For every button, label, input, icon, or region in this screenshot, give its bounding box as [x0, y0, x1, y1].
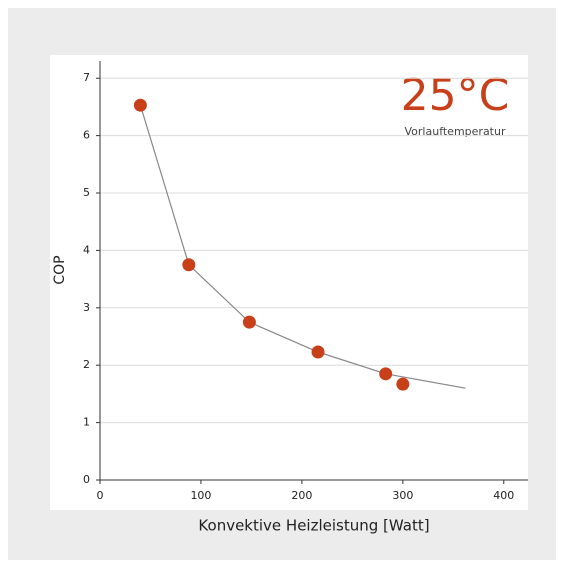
x-axis-label: Konvektive Heizleistung [Watt] — [198, 517, 429, 535]
point — [182, 258, 196, 272]
y-tick-label: 5 — [83, 186, 90, 199]
curve — [139, 105, 466, 389]
x-tick-label: 300 — [392, 489, 413, 502]
x-tick-label: 100 — [190, 489, 211, 502]
y-tick-label: 6 — [83, 129, 90, 142]
x-tick-label: 400 — [493, 489, 514, 502]
plot-area — [50, 55, 528, 510]
annotation-sub: Vorlauftemperatur — [405, 125, 506, 138]
point — [242, 315, 256, 329]
annotation: 25°C — [401, 70, 510, 121]
y-axis-label: COP — [52, 255, 68, 284]
y-tick-label: 1 — [83, 416, 90, 429]
y-tick-label: 4 — [83, 243, 90, 256]
x-tick-label: 200 — [291, 489, 312, 502]
x-tick-label: 0 — [97, 489, 104, 502]
y-tick-label: 7 — [83, 71, 90, 84]
point — [133, 98, 147, 112]
y-tick-label: 0 — [83, 473, 90, 486]
point — [311, 345, 325, 359]
point — [396, 377, 410, 391]
y-tick-label: 2 — [83, 358, 90, 371]
y-tick-label: 3 — [83, 301, 90, 314]
point — [379, 367, 393, 381]
